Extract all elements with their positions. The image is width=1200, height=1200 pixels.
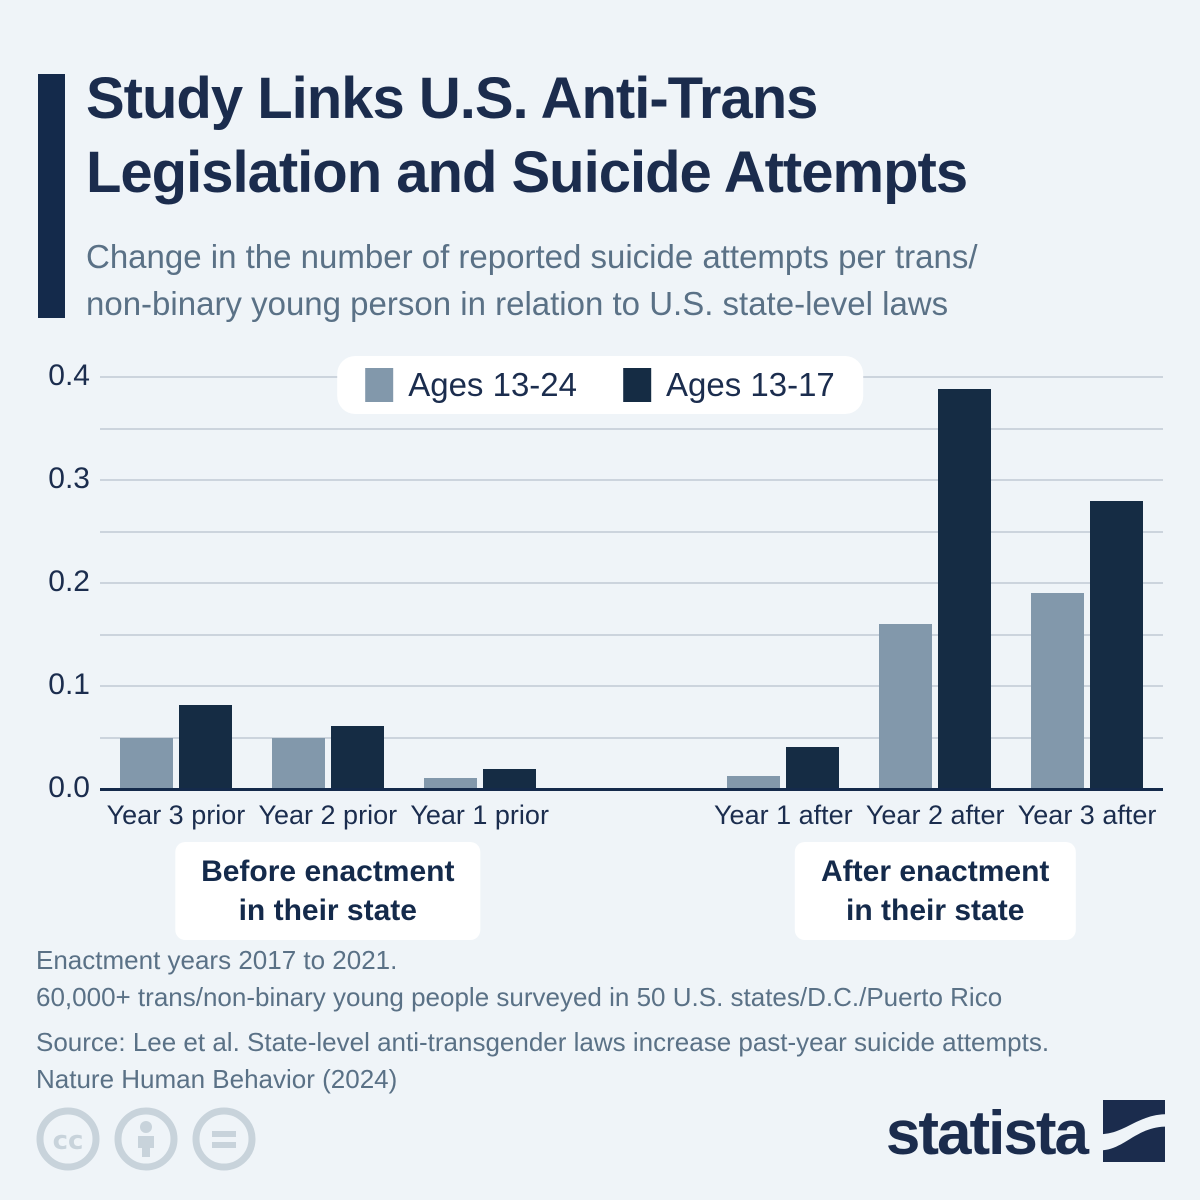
bar-ages-13-17-year-2-prior: [330, 726, 384, 789]
bar-ages-13-24-year-3-after: [1031, 593, 1085, 789]
group-label-after-enactment: After enactment in their state: [795, 842, 1076, 940]
bar-ages-13-17-year-3-after: [1090, 500, 1144, 789]
legend-item-ages-13-17: Ages 13-17: [623, 366, 835, 404]
bar-ages-13-24-year-1-prior: [423, 777, 477, 789]
gridline: [100, 479, 1163, 481]
y-axis-tick-label: 0.2: [48, 565, 90, 598]
bar-ages-13-17-year-3-prior: [178, 704, 232, 789]
bar-ages-13-17-year-1-prior: [482, 769, 536, 789]
y-axis-tick-label: 0.4: [48, 359, 90, 392]
svg-text:cc: cc: [53, 1126, 84, 1156]
bar-ages-13-24-year-2-after: [879, 624, 933, 789]
x-axis-category-label: Year 2 after: [865, 800, 1005, 830]
statista-wordmark: statista: [885, 1098, 1089, 1168]
chart-legend: Ages 13-24 Ages 13-17: [337, 356, 863, 414]
x-axis-baseline: [100, 788, 1163, 791]
license-icons: cc: [36, 1107, 256, 1171]
y-axis-tick-label: 0.1: [48, 668, 90, 701]
bar-ages-13-24-year-2-prior: [271, 737, 325, 789]
group-label-line: Before enactment: [201, 855, 455, 888]
subtitle-line-2: non-binary young person in relation to U…: [86, 284, 949, 322]
group-label-line: After enactment: [821, 855, 1050, 888]
footnote-survey-size: 60,000+ trans/non-binary young people su…: [36, 981, 1003, 1012]
cc-icon: cc: [36, 1107, 100, 1171]
statista-branding: statista: [886, 1100, 1165, 1167]
x-axis-category-label: Year 3 prior: [106, 800, 246, 830]
page-subtitle: Change in the number of reported suicide…: [86, 234, 1176, 328]
attribution-icon: [114, 1107, 178, 1171]
x-axis-category-label: Year 1 after: [714, 800, 853, 830]
legend-item-ages-13-24: Ages 13-24: [365, 366, 577, 404]
footnote-enactment-years: Enactment years 2017 to 2021.: [36, 945, 398, 975]
gridline: [100, 427, 1163, 430]
x-axis-category-label: Year 2 prior: [258, 800, 398, 830]
legend-swatch-gray: [365, 368, 394, 402]
y-axis-tick-label: 0.3: [48, 462, 90, 495]
x-axis-category-label: Year 3 after: [1017, 800, 1157, 830]
gridline: [100, 582, 1163, 584]
no-derivatives-icon: [192, 1107, 256, 1171]
legend-swatch-navy: [623, 368, 651, 402]
statista-logo-icon: [1103, 1100, 1165, 1167]
bar-ages-13-17-year-1-after: [786, 746, 840, 789]
bar-ages-13-24-year-1-after: [727, 775, 781, 789]
y-axis-tick-label: 0.0: [48, 771, 90, 804]
bar-ages-13-24-year-3-prior: [119, 737, 173, 789]
subtitle-line-1: Change in the number of reported suicide…: [86, 238, 978, 275]
gridline: [100, 736, 1163, 739]
legend-label: Ages 13-24: [408, 366, 577, 403]
gridline: [100, 633, 1163, 636]
x-axis-category-label: Year 1 prior: [410, 800, 549, 830]
group-label-line: in their state: [846, 894, 1025, 927]
title-line-2: Legislation and Suicide Attempts: [86, 140, 968, 206]
footnotes: Enactment years 2017 to 2021. 60,000+ tr…: [36, 942, 1049, 1098]
page-title: Study Links U.S. Anti-Trans Legislation …: [86, 62, 1176, 210]
group-label-line: in their state: [238, 894, 417, 927]
title-line-1: Study Links U.S. Anti-Trans: [86, 66, 818, 131]
gridline: [100, 685, 1163, 687]
source-line-1: Source: Lee et al. State-level anti-tran…: [36, 1026, 1050, 1057]
bar-ages-13-17-year-2-after: [938, 389, 992, 789]
source-line-2: Nature Human Behavior (2024): [36, 1063, 398, 1094]
gridline: [100, 530, 1163, 533]
group-label-before-enactment: Before enactment in their state: [175, 842, 481, 940]
legend-label: Ages 13-17: [666, 366, 835, 403]
title-accent-bar: [38, 74, 65, 318]
